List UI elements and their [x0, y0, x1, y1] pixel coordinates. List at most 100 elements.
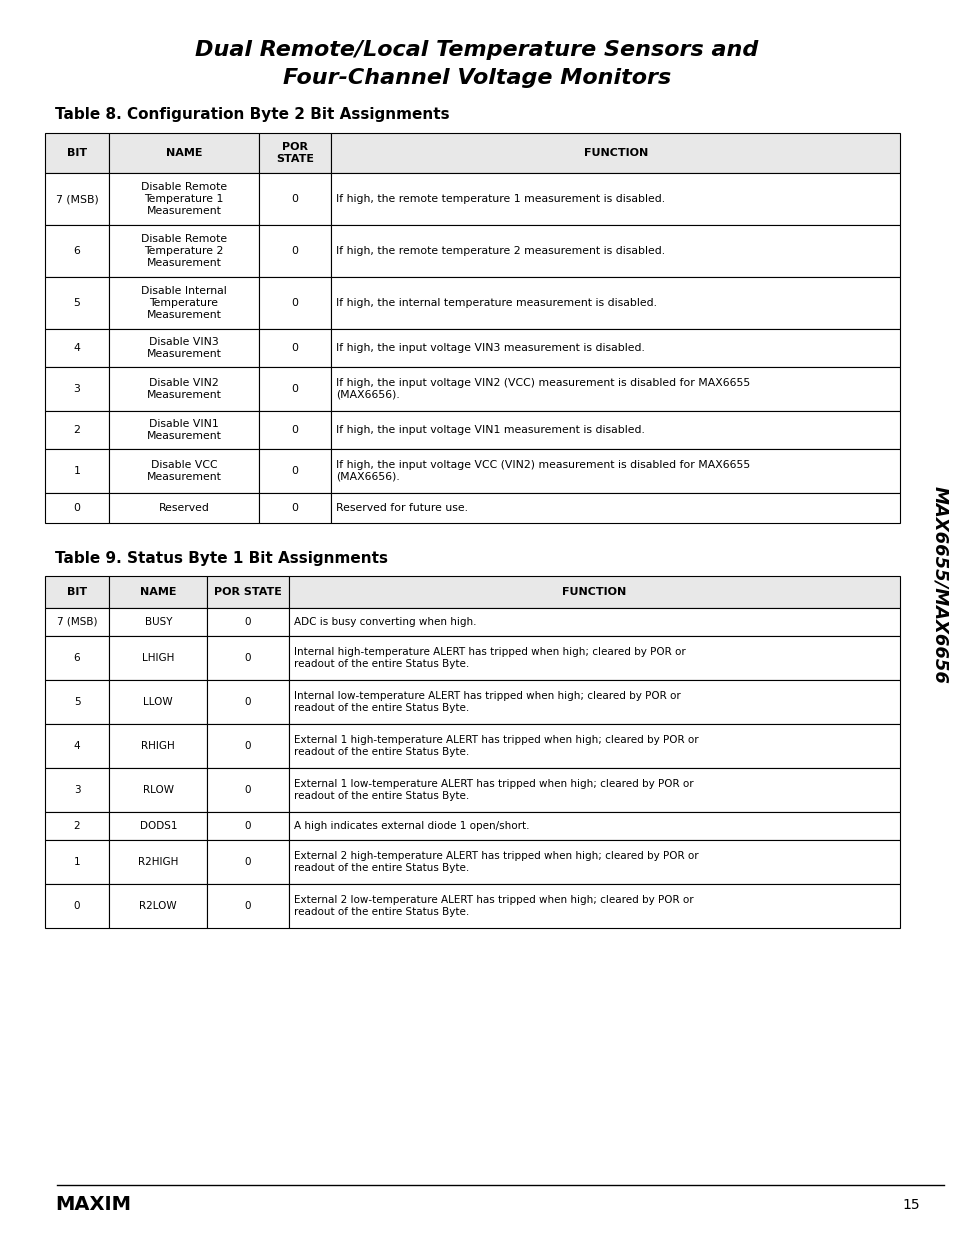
Bar [331, 493, 899, 522]
Bar [289, 840, 899, 884]
Bar [331, 277, 899, 329]
Text: BIT: BIT [67, 148, 87, 158]
Bar [45, 329, 109, 367]
Text: 0: 0 [245, 618, 251, 627]
Bar [289, 636, 899, 680]
Bar [45, 608, 109, 636]
Text: Disable Remote
Temperature 1
Measurement: Disable Remote Temperature 1 Measurement [141, 183, 227, 216]
Bar [45, 411, 109, 450]
Bar [109, 173, 258, 225]
Text: FUNCTION: FUNCTION [583, 148, 647, 158]
Bar [109, 411, 258, 450]
Text: External 1 low-temperature ALERT has tripped when high; cleared by POR or
readou: External 1 low-temperature ALERT has tri… [294, 779, 693, 800]
Bar [109, 450, 258, 493]
Text: BUSY: BUSY [145, 618, 172, 627]
Bar [109, 724, 207, 768]
Bar [207, 811, 289, 840]
Text: If high, the remote temperature 1 measurement is disabled.: If high, the remote temperature 1 measur… [336, 194, 665, 204]
Text: 1: 1 [73, 857, 80, 867]
Text: 0: 0 [292, 425, 298, 435]
Text: 5: 5 [73, 298, 80, 308]
Text: Internal low-temperature ALERT has tripped when high; cleared by POR or
readout : Internal low-temperature ALERT has tripp… [294, 692, 679, 713]
Text: 2: 2 [73, 425, 80, 435]
Bar [258, 225, 331, 277]
Bar [109, 884, 207, 927]
Bar [331, 225, 899, 277]
Text: 4: 4 [73, 343, 80, 353]
Text: R2HIGH: R2HIGH [138, 857, 178, 867]
Bar [45, 724, 109, 768]
Text: Four-Channel Voltage Monitors: Four-Channel Voltage Monitors [283, 68, 670, 88]
Bar [45, 450, 109, 493]
Bar [207, 680, 289, 724]
Text: Disable Internal
Temperature
Measurement: Disable Internal Temperature Measurement [141, 287, 227, 320]
Text: MAXIM: MAXIM [55, 1195, 131, 1214]
Bar [109, 576, 207, 608]
Bar [331, 133, 899, 173]
Bar [289, 576, 899, 608]
Text: If high, the input voltage VIN2 (VCC) measurement is disabled for MAX6655
(MAX66: If high, the input voltage VIN2 (VCC) me… [336, 378, 750, 400]
Bar [109, 680, 207, 724]
Bar [45, 493, 109, 522]
Bar [109, 367, 258, 411]
Text: 15: 15 [902, 1198, 919, 1212]
Bar [45, 840, 109, 884]
Text: 0: 0 [292, 503, 298, 513]
Bar [109, 768, 207, 811]
Text: 5: 5 [73, 697, 80, 706]
Text: BIT: BIT [67, 587, 87, 597]
Bar [109, 493, 258, 522]
Text: If high, the input voltage VIN1 measurement is disabled.: If high, the input voltage VIN1 measurem… [336, 425, 644, 435]
Bar [45, 133, 109, 173]
Bar [207, 576, 289, 608]
Bar [45, 884, 109, 927]
Bar [45, 225, 109, 277]
Text: 0: 0 [292, 343, 298, 353]
Text: Disable Remote
Temperature 2
Measurement: Disable Remote Temperature 2 Measurement [141, 235, 227, 268]
Bar [258, 450, 331, 493]
Bar [109, 133, 258, 173]
Bar [258, 367, 331, 411]
Bar [45, 636, 109, 680]
Bar [109, 329, 258, 367]
Bar [109, 608, 207, 636]
Text: RHIGH: RHIGH [141, 741, 175, 751]
Text: External 1 high-temperature ALERT has tripped when high; cleared by POR or
reado: External 1 high-temperature ALERT has tr… [294, 735, 698, 757]
Text: POR
STATE: POR STATE [275, 142, 314, 164]
Text: Table 9. Status Byte 1 Bit Assignments: Table 9. Status Byte 1 Bit Assignments [55, 551, 388, 566]
Text: Disable VIN2
Measurement: Disable VIN2 Measurement [147, 378, 221, 400]
Bar [45, 768, 109, 811]
Bar [258, 173, 331, 225]
Text: 0: 0 [245, 697, 251, 706]
Bar [45, 173, 109, 225]
Bar [331, 367, 899, 411]
Text: 6: 6 [73, 653, 80, 663]
Text: If high, the internal temperature measurement is disabled.: If high, the internal temperature measur… [336, 298, 657, 308]
Bar [289, 608, 899, 636]
Bar [207, 636, 289, 680]
Bar [331, 329, 899, 367]
Text: If high, the input voltage VCC (VIN2) measurement is disabled for MAX6655
(MAX66: If high, the input voltage VCC (VIN2) me… [336, 461, 750, 482]
Bar [289, 768, 899, 811]
Bar [109, 277, 258, 329]
Bar [45, 367, 109, 411]
Bar [207, 724, 289, 768]
Text: RLOW: RLOW [143, 785, 173, 795]
Text: 0: 0 [245, 741, 251, 751]
Bar [331, 411, 899, 450]
Bar [258, 493, 331, 522]
Text: 7 (MSB): 7 (MSB) [55, 194, 98, 204]
Text: If high, the input voltage VIN3 measurement is disabled.: If high, the input voltage VIN3 measurem… [336, 343, 644, 353]
Bar [289, 724, 899, 768]
Text: 3: 3 [73, 785, 80, 795]
Bar [289, 811, 899, 840]
Bar [207, 768, 289, 811]
Bar [258, 133, 331, 173]
Text: 0: 0 [292, 194, 298, 204]
Bar [331, 173, 899, 225]
Bar [45, 277, 109, 329]
Text: NAME: NAME [166, 148, 202, 158]
Text: 0: 0 [73, 503, 80, 513]
Text: 4: 4 [73, 741, 80, 751]
Bar [207, 840, 289, 884]
